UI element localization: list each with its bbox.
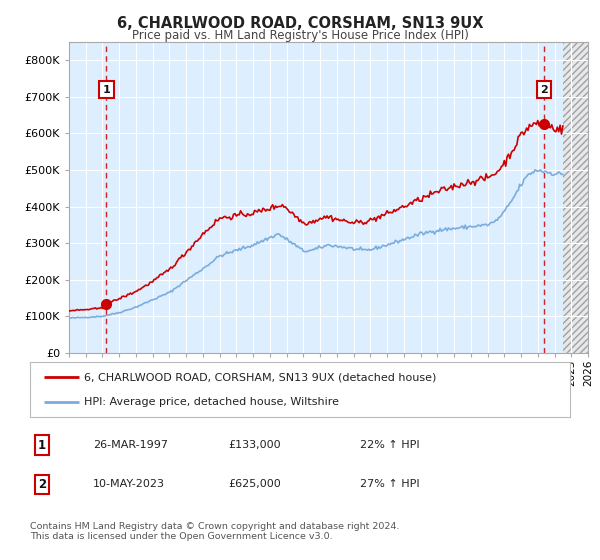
Text: 10-MAY-2023: 10-MAY-2023	[93, 479, 165, 489]
Text: 26-MAR-1997: 26-MAR-1997	[93, 440, 168, 450]
Text: 6, CHARLWOOD ROAD, CORSHAM, SN13 9UX: 6, CHARLWOOD ROAD, CORSHAM, SN13 9UX	[117, 16, 483, 31]
Text: £133,000: £133,000	[228, 440, 281, 450]
Text: HPI: Average price, detached house, Wiltshire: HPI: Average price, detached house, Wilt…	[84, 398, 339, 407]
Text: 22% ↑ HPI: 22% ↑ HPI	[360, 440, 419, 450]
Bar	[69, 42, 563, 353]
Text: Contains HM Land Registry data © Crown copyright and database right 2024.
This d: Contains HM Land Registry data © Crown c…	[30, 522, 400, 542]
Text: 27% ↑ HPI: 27% ↑ HPI	[360, 479, 419, 489]
Text: 1: 1	[38, 438, 46, 452]
Text: Price paid vs. HM Land Registry's House Price Index (HPI): Price paid vs. HM Land Registry's House …	[131, 29, 469, 42]
Text: 2: 2	[38, 478, 46, 491]
Text: 2: 2	[540, 85, 548, 95]
Bar	[563, 42, 588, 353]
Text: 1: 1	[103, 85, 110, 95]
Text: 6, CHARLWOOD ROAD, CORSHAM, SN13 9UX (detached house): 6, CHARLWOOD ROAD, CORSHAM, SN13 9UX (de…	[84, 372, 436, 382]
Text: £625,000: £625,000	[228, 479, 281, 489]
